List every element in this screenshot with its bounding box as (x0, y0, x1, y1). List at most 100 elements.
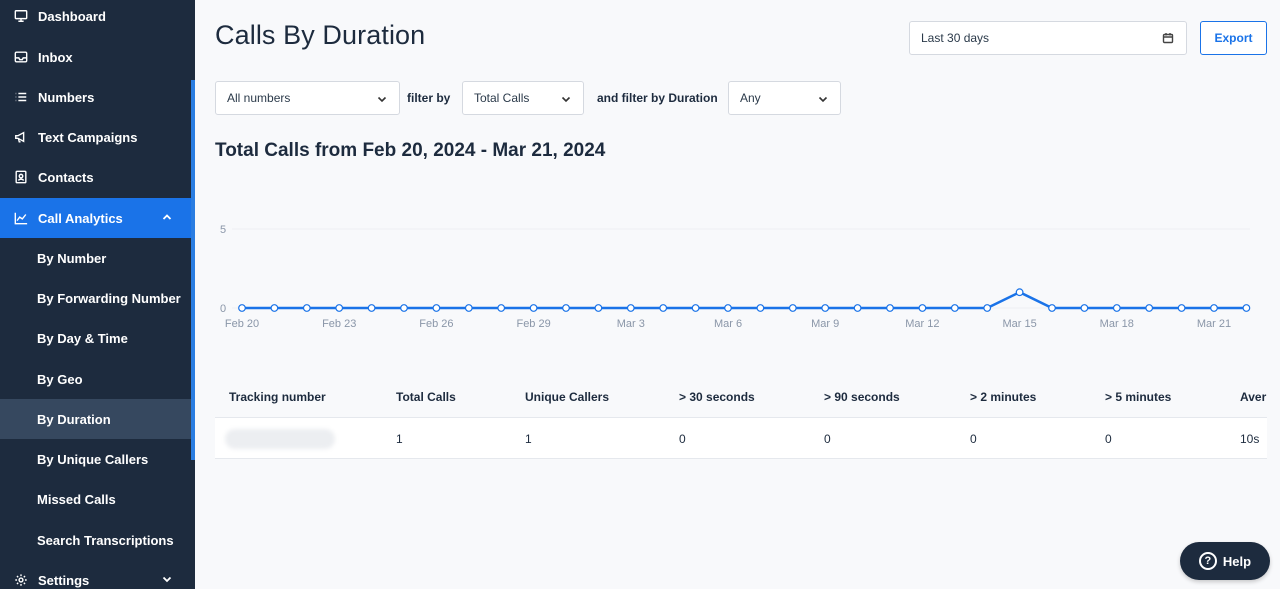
data-point[interactable] (821, 304, 830, 312)
sidebar-subitem-by-number[interactable]: By Number (37, 250, 107, 266)
sidebar-subitem-missed-calls[interactable]: Missed Calls (37, 491, 116, 507)
export-button[interactable]: Export (1200, 21, 1267, 55)
data-point[interactable] (464, 304, 473, 312)
data-point[interactable] (529, 304, 538, 312)
sidebar-item-label: Inbox (38, 49, 73, 65)
data-point[interactable] (691, 304, 700, 312)
data-point[interactable] (626, 304, 635, 312)
sidebar-item-inbox[interactable]: Inbox (0, 37, 191, 77)
data-point[interactable] (1015, 288, 1024, 297)
date-range-picker[interactable]: Last 30 days (909, 21, 1187, 55)
sidebar-item-text-campaigns[interactable]: Text Campaigns (0, 117, 191, 157)
megaphone-icon (13, 129, 29, 145)
help-label: Help (1222, 553, 1252, 569)
data-point[interactable] (238, 304, 246, 312)
column-header[interactable]: Aver (1240, 390, 1267, 404)
data-point[interactable] (724, 304, 732, 312)
column-header[interactable]: Tracking number (229, 390, 326, 404)
sidebar-item-numbers[interactable]: Numbers (0, 77, 191, 117)
data-point[interactable] (1242, 304, 1251, 312)
column-header[interactable]: Total Calls (396, 390, 456, 404)
question-icon: ? (1198, 552, 1217, 570)
sidebar-subitem-by-day-time[interactable]: By Day & Time (37, 330, 128, 346)
metric-select[interactable]: Total Calls (462, 81, 584, 115)
data-point[interactable] (432, 304, 441, 312)
x-tick-label: Mar 9 (811, 318, 839, 330)
help-button[interactable]: ? Help (1180, 542, 1270, 580)
metric-select-value: Total Calls (474, 91, 530, 105)
x-tick-label: Mar 21 (1197, 318, 1231, 330)
chevron-up-icon (161, 211, 173, 226)
data-point[interactable] (335, 304, 344, 312)
data-point[interactable] (1210, 304, 1218, 312)
data-point[interactable] (270, 304, 279, 312)
data-point[interactable] (367, 304, 376, 312)
chart-svg: 0 5 Feb 20 Feb 23 Feb 26 Feb 29 Mar 3 Mar 6 Mar … (220, 224, 1251, 330)
data-point[interactable] (594, 304, 603, 312)
table-row[interactable]: 1 1 0 0 0 0 10s (215, 417, 1267, 459)
sidebar-scrollbar[interactable] (191, 80, 195, 460)
data-point[interactable] (756, 304, 765, 312)
filter-by-label: filter by (407, 91, 451, 105)
inbox-icon (13, 49, 29, 65)
x-tick-label: Feb 26 (419, 318, 453, 330)
duration-select[interactable]: Any (728, 81, 841, 115)
chevron-down-icon (161, 573, 173, 588)
sidebar-item-call-analytics[interactable]: Call Analytics (0, 198, 191, 238)
chevron-down-icon (560, 93, 572, 108)
numbers-select[interactable]: All numbers (215, 81, 400, 115)
redacted-tracking-number (225, 429, 335, 449)
x-tick-label: Feb 23 (322, 318, 356, 330)
data-point[interactable] (1080, 304, 1089, 312)
table-cell: 1 (396, 432, 403, 446)
sidebar-item-dashboard[interactable]: Dashboard (0, 0, 191, 36)
data-point[interactable] (853, 304, 862, 312)
data-point[interactable] (983, 304, 992, 312)
table-cell: 0 (679, 432, 686, 446)
sidebar-item-contacts[interactable]: Contacts (0, 157, 191, 197)
duration-filter-label: and filter by Duration (597, 91, 718, 105)
data-point[interactable] (788, 304, 797, 312)
sidebar-subitem-search-transcriptions[interactable]: Search Transcriptions (37, 532, 174, 548)
data-point[interactable] (400, 304, 408, 312)
x-tick-label: Mar 15 (1002, 318, 1036, 330)
chart-line-icon (13, 210, 29, 226)
column-header[interactable]: > 90 seconds (824, 390, 900, 404)
date-range-value: Last 30 days (921, 31, 990, 45)
data-point[interactable] (950, 304, 959, 312)
x-tick-label: Feb 20 (225, 318, 259, 330)
x-tick-label: Feb 29 (516, 318, 550, 330)
sidebar-item-label: Text Campaigns (38, 129, 138, 145)
calendar-icon (1162, 32, 1174, 47)
data-point[interactable] (659, 304, 668, 312)
sidebar-item-settings[interactable]: Settings (0, 560, 191, 589)
column-header[interactable]: Unique Callers (525, 390, 610, 404)
column-header[interactable]: > 2 minutes (970, 390, 1037, 404)
data-point[interactable] (1112, 304, 1121, 312)
sidebar-subitem-by-forwarding-number[interactable]: By Forwarding Number (37, 290, 181, 306)
sidebar: Dashboard Inbox Numbers Text Campaigns C… (0, 0, 195, 589)
column-header[interactable]: > 5 minutes (1105, 390, 1172, 404)
calls-line-chart: 0 5 Feb 20 Feb 23 Feb 26 Feb 29 Mar 3 Mar 6 Mar … (210, 215, 1265, 340)
data-point[interactable] (497, 304, 506, 312)
chevron-down-icon (376, 93, 388, 108)
sidebar-subitem-by-geo[interactable]: By Geo (37, 371, 83, 387)
data-point[interactable] (918, 304, 927, 312)
data-point[interactable] (1145, 304, 1154, 312)
duration-select-value: Any (740, 91, 761, 105)
data-point[interactable] (302, 304, 311, 312)
series-line (242, 290, 1247, 310)
sidebar-subitem-by-duration[interactable]: By Duration (0, 399, 191, 439)
monitor-icon (13, 8, 29, 24)
column-header[interactable]: > 30 seconds (679, 390, 755, 404)
table-cell: 0 (824, 432, 831, 446)
contact-card-icon (13, 169, 29, 185)
sidebar-subitem-by-unique-callers[interactable]: By Unique Callers (37, 451, 149, 467)
page-title: Calls By Duration (215, 20, 426, 50)
data-point[interactable] (562, 304, 570, 312)
data-point[interactable] (1177, 304, 1186, 312)
data-point[interactable] (886, 304, 894, 312)
data-point[interactable] (1048, 304, 1056, 312)
y-tick-label: 5 (220, 224, 226, 236)
y-tick-label: 0 (220, 303, 226, 315)
